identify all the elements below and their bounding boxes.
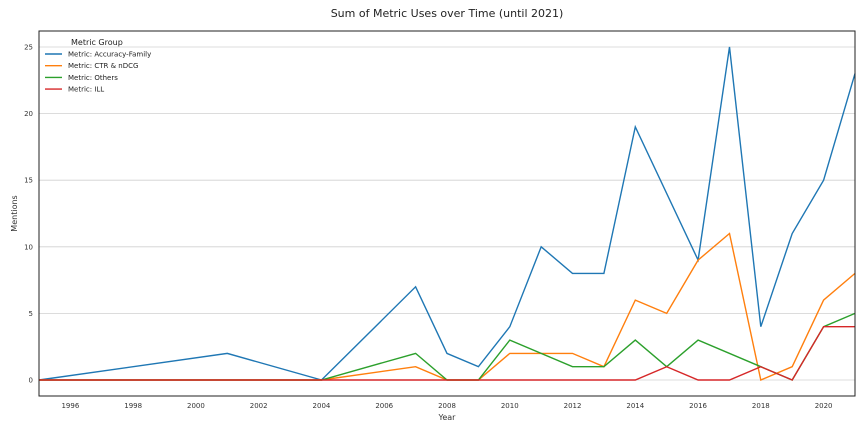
y-tick-label: 15 xyxy=(24,177,33,185)
y-tick-label: 0 xyxy=(29,377,33,385)
x-tick-label: 2004 xyxy=(313,402,331,410)
legend-entry: Metric: Others xyxy=(68,74,118,82)
legend-title: Metric Group xyxy=(71,38,123,47)
x-tick-label: 2006 xyxy=(375,402,393,410)
x-tick-label: 2020 xyxy=(815,402,833,410)
series-lines xyxy=(38,46,856,381)
x-tick-label: 2010 xyxy=(501,402,519,410)
series-line-2 xyxy=(39,312,856,381)
x-tick-label: 2014 xyxy=(626,402,644,410)
x-axis-ticks: 1996 1998 2000 2002 2004 2006 2008 2010 2012 2014… xyxy=(61,402,832,410)
y-axis-label: Mentions xyxy=(10,195,19,231)
x-tick-label: 2002 xyxy=(250,402,268,410)
x-tick-label: 2012 xyxy=(564,402,582,410)
series-line-0 xyxy=(38,46,856,381)
y-tick-label: 25 xyxy=(24,43,33,51)
y-axis-ticks: 0 5 10 15 20 25 xyxy=(24,43,33,384)
legend-entry: Metric: Accuracy-Family xyxy=(68,51,151,59)
plot-frame xyxy=(38,30,856,397)
chart-title: Sum of Metric Uses over Time (until 2021… xyxy=(331,7,564,20)
series-line-3 xyxy=(39,326,855,381)
series-line-1 xyxy=(39,232,856,381)
y-tick-label: 10 xyxy=(24,243,33,251)
x-axis-label: Year xyxy=(438,413,457,422)
x-tick-label: 2018 xyxy=(752,402,770,410)
x-tick-label: 1996 xyxy=(61,402,79,410)
x-tick-label: 2000 xyxy=(187,402,205,410)
y-tick-label: 20 xyxy=(24,110,33,118)
gridlines xyxy=(39,46,855,381)
legend-entry: Metric: CTR & nDCG xyxy=(68,62,138,70)
legend: Metric Group Metric: Accuracy-Family Metr… xyxy=(45,38,151,94)
x-tick-label: 2016 xyxy=(689,402,707,410)
y-tick-label: 5 xyxy=(29,310,33,318)
x-tick-label: 1998 xyxy=(124,402,142,410)
legend-entry: Metric: ILL xyxy=(68,86,104,94)
x-tick-label: 2008 xyxy=(438,402,456,410)
